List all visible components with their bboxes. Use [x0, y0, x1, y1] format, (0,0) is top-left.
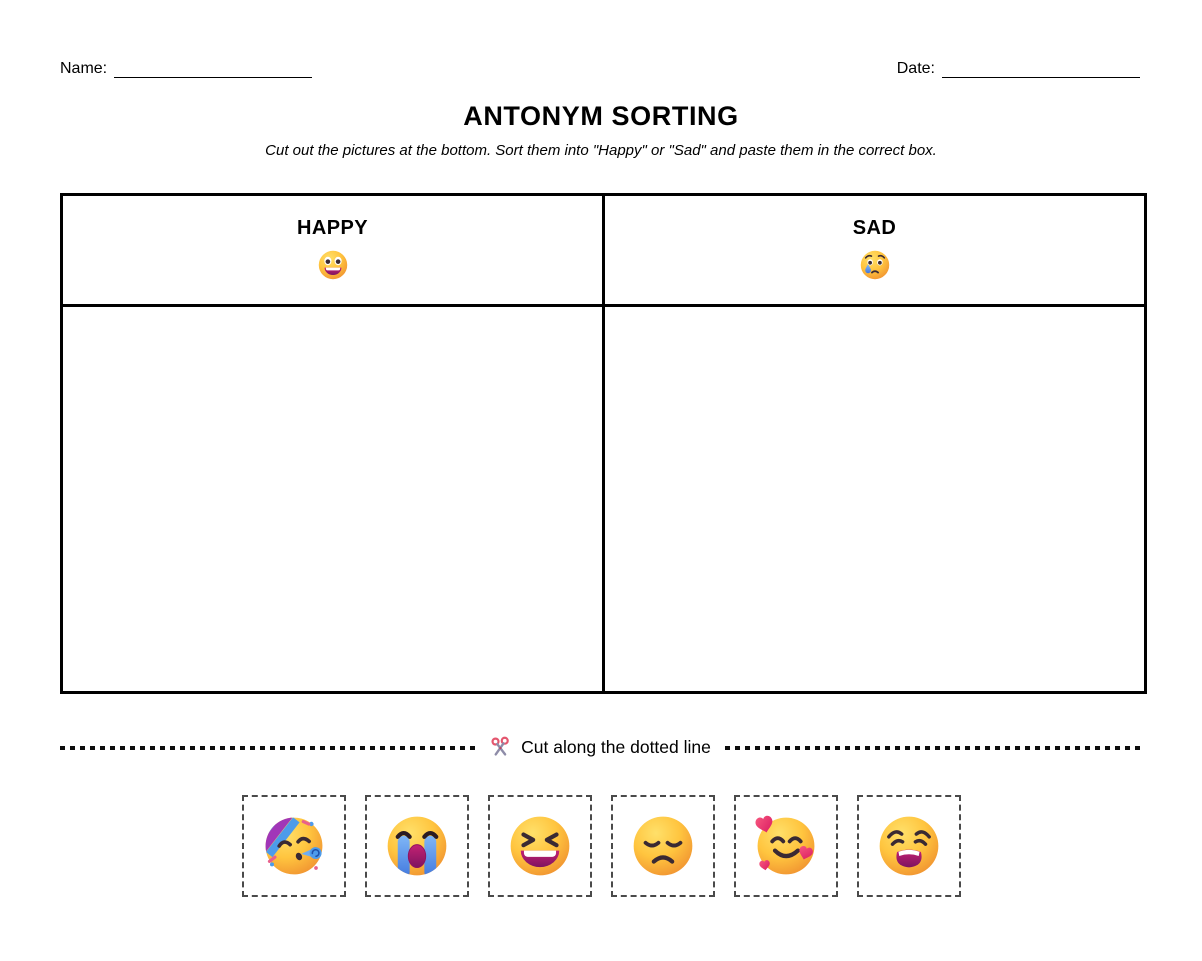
happy-column: HAPPY [63, 196, 605, 691]
name-input-line[interactable] [114, 63, 313, 78]
cut-line: Cut along the dotted line [60, 736, 1141, 759]
cut-line-label: Cut along the dotted line [521, 737, 711, 757]
partying-face-icon [261, 813, 327, 879]
loudly-crying-face-icon [384, 813, 450, 879]
header-fields: Name: Date: [60, 60, 1140, 78]
sad-paste-area[interactable] [605, 307, 1144, 691]
grinning-squinting-face-icon [507, 813, 573, 879]
happy-column-header: HAPPY [63, 196, 602, 307]
scissors-icon [489, 736, 512, 759]
emoji-card-grinning-squinting-face[interactable] [487, 795, 592, 897]
happy-column-label: HAPPY [297, 217, 368, 239]
cut-line-text: Cut along the dotted line [475, 736, 725, 759]
emoji-card-weary-face[interactable] [856, 795, 961, 897]
name-label: Name: [60, 60, 108, 77]
instructions-text: Cut out the pictures at the bottom. Sort… [265, 142, 937, 159]
sad-column: SAD [605, 196, 1144, 691]
sorting-table: HAPPY SAD [60, 193, 1147, 694]
grinning-face-icon [317, 249, 349, 281]
sad-column-label: SAD [852, 217, 897, 239]
emoji-card-smiling-face-with-hearts[interactable] [733, 795, 838, 897]
date-label: Date: [896, 60, 935, 77]
happy-paste-area[interactable] [63, 307, 602, 691]
name-field: Name: [60, 60, 313, 78]
emoji-card-loudly-crying-face[interactable] [364, 795, 469, 897]
date-input-line[interactable] [942, 63, 1140, 78]
emoji-card-disappointed-face[interactable] [610, 795, 715, 897]
date-field: Date: [897, 60, 1140, 78]
weary-face-icon [876, 813, 942, 879]
emoji-cards-row [0, 795, 1202, 897]
emoji-card-partying-face[interactable] [241, 795, 346, 897]
page-title: ANTONYM SORTING [463, 101, 739, 131]
dotted-line-left [60, 745, 476, 750]
crying-face-icon [859, 249, 891, 281]
sad-column-header: SAD [605, 196, 1144, 307]
dotted-line-right [724, 745, 1141, 750]
smiling-face-with-hearts-icon [753, 813, 819, 879]
disappointed-face-icon [630, 813, 696, 879]
